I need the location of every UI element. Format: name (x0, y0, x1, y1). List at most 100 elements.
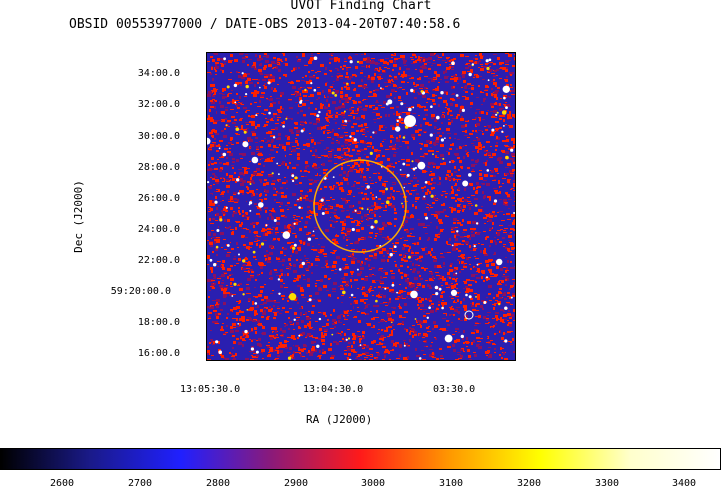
star-point (369, 151, 373, 155)
star-point (321, 212, 325, 215)
star-point (375, 299, 378, 303)
star-point (430, 105, 433, 108)
star-point (440, 138, 444, 142)
star-point (347, 337, 351, 340)
star-point (249, 201, 253, 205)
star-point (387, 99, 393, 105)
star-point (297, 198, 299, 201)
y-tick-label: 32:00.0 (137, 99, 180, 110)
star-point (307, 237, 312, 241)
sky-image[interactable] (206, 52, 516, 361)
star-point (246, 309, 249, 311)
y-tick-label: 28:00.0 (137, 162, 180, 173)
colorbar-label: 2700 (127, 478, 153, 489)
star-point (251, 156, 259, 164)
star-point (407, 255, 411, 259)
star-point (346, 82, 349, 85)
star-point (398, 116, 402, 119)
star-point (331, 91, 335, 95)
star-point (331, 333, 334, 336)
y-axis-title: Dec (J2000) (71, 180, 85, 253)
star-point (226, 244, 230, 247)
star-point (491, 128, 495, 132)
y-tick-label: 24:00.0 (137, 224, 180, 235)
star-point (233, 282, 237, 286)
star-point (504, 306, 508, 310)
star-point (235, 127, 240, 131)
star-point (504, 339, 508, 343)
star-point (503, 96, 506, 100)
star-point (366, 208, 369, 211)
star-point (359, 344, 362, 346)
star-point (403, 344, 406, 347)
star-point (207, 181, 210, 184)
star-point (495, 113, 498, 116)
star-point (293, 243, 297, 247)
star-point (301, 261, 305, 266)
star-point (348, 358, 352, 360)
star-point (242, 293, 245, 296)
star-point (493, 199, 498, 203)
star-point (218, 147, 221, 150)
star-point (316, 114, 320, 118)
star-point (455, 272, 458, 275)
star-point (451, 244, 454, 247)
star-point (258, 202, 264, 208)
star-point (214, 200, 218, 204)
star-point (356, 268, 359, 271)
star-point (255, 114, 258, 117)
star-point (510, 296, 513, 299)
star-point (501, 130, 504, 133)
star-point (370, 225, 374, 229)
star-point (273, 219, 277, 222)
star-point (298, 206, 301, 209)
star-point (440, 91, 444, 95)
star-point (216, 229, 220, 232)
bright-star (404, 115, 416, 127)
star-point (374, 219, 378, 224)
star-point (361, 207, 364, 210)
star-point (399, 169, 402, 171)
star-point (411, 160, 414, 163)
star-point (244, 329, 248, 334)
x-tick-label: 13:05:30.0 (180, 384, 241, 395)
star-point (496, 111, 499, 114)
star-point (271, 172, 274, 175)
star-point (356, 60, 360, 63)
star-point (471, 63, 474, 66)
star-point (414, 166, 417, 170)
star-point (455, 94, 459, 97)
sky-image-canvas (207, 53, 515, 360)
star-point (299, 197, 302, 199)
star-point (233, 83, 238, 88)
star-point (237, 323, 239, 325)
star-point (291, 174, 295, 178)
star-point (468, 173, 472, 177)
star-point (313, 56, 318, 60)
star-point (241, 72, 244, 75)
star-point (345, 338, 348, 341)
star-point (402, 136, 406, 139)
star-point (219, 218, 223, 222)
star-point (468, 295, 472, 299)
star-point (473, 245, 476, 248)
chart-title: UVOT Finding Chart (290, 0, 432, 13)
star-point (476, 263, 479, 266)
star-point (312, 230, 315, 233)
star-point (354, 209, 357, 212)
star-point (486, 276, 488, 279)
x-tick-label: 13:04:30.0 (303, 384, 364, 395)
star-point (236, 178, 240, 182)
star-point (300, 129, 304, 133)
colorbar-label: 3000 (360, 478, 386, 489)
star-point (213, 263, 217, 267)
star-point (375, 196, 378, 198)
star-point (243, 130, 247, 134)
star-point (468, 72, 472, 77)
star-point (451, 61, 455, 65)
star-point (391, 321, 393, 324)
star-point (418, 357, 422, 360)
star-point (420, 90, 424, 93)
star-point (260, 242, 265, 246)
star-point (278, 292, 281, 295)
